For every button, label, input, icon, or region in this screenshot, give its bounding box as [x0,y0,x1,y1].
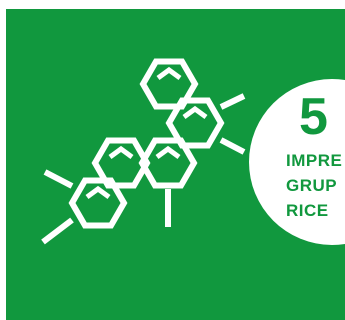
molecule-ring-3 [138,137,198,189]
molecule-ring-2 [165,97,225,149]
double-bond-mark-5 [85,185,111,200]
badge-text-line-2: GRUP [286,176,338,195]
double-bond-mark-1 [156,66,182,81]
double-bond-mark-4 [108,145,134,160]
double-bond-mark-2 [182,105,208,120]
molecule-ring-1 [139,58,199,110]
molecule-bond-5 [41,217,74,245]
molecule-ring-5 [68,177,128,229]
badge-text-line-3: RICE [286,201,329,220]
number-badge: 5 IMPRE GRUP RICE [249,79,345,245]
molecule-bond-2 [219,137,246,155]
molecule-ring-4 [91,137,151,189]
badge-text-line-1: IMPRE [286,151,343,170]
double-bond-mark-3 [155,145,181,160]
badge-number: 5 [299,88,328,146]
molecule-bond-1 [219,93,246,110]
molecule-bond-4 [43,169,74,189]
